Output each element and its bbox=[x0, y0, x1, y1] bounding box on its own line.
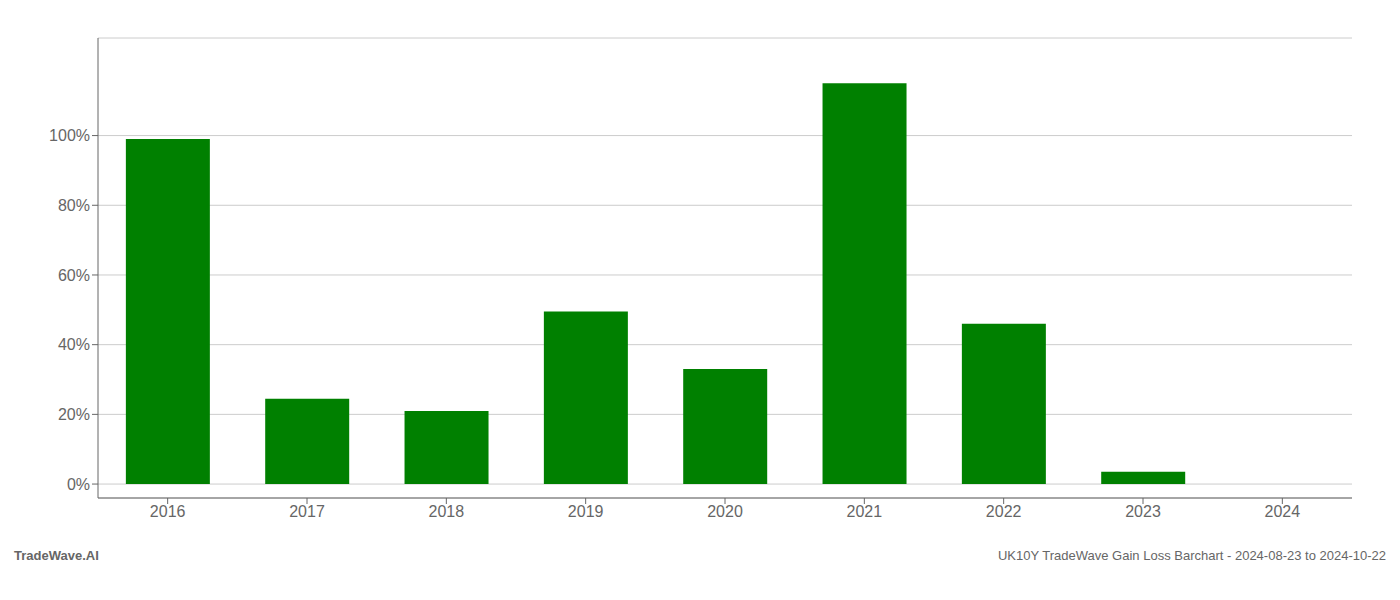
html-text:UK10Y TradeWave Gain Loss Barc: UK10Y TradeWave Gain Loss Barchart - 202… bbox=[997, 548, 1386, 563]
svg-text:2022: 2022 bbox=[986, 503, 1022, 520]
svg-text:2019: 2019 bbox=[568, 503, 604, 520]
svg-text:2023: 2023 bbox=[1125, 503, 1161, 520]
svg-text:2020: 2020 bbox=[707, 503, 743, 520]
svg-text:2018: 2018 bbox=[429, 503, 465, 520]
svg-text:20%: 20% bbox=[58, 406, 90, 423]
svg-text:2024: 2024 bbox=[1265, 503, 1301, 520]
svg-text:2017: 2017 bbox=[289, 503, 325, 520]
svg-text:0%: 0% bbox=[67, 476, 90, 493]
html-text:TradeWave.AI: TradeWave.AI bbox=[14, 548, 99, 563]
svg-text:80%: 80% bbox=[58, 197, 90, 214]
svg-text:40%: 40% bbox=[58, 336, 90, 353]
svg-text:2016: 2016 bbox=[150, 503, 186, 520]
svg-text:60%: 60% bbox=[58, 267, 90, 284]
svg-text:100%: 100% bbox=[49, 127, 90, 144]
svg-text:2021: 2021 bbox=[847, 503, 883, 520]
